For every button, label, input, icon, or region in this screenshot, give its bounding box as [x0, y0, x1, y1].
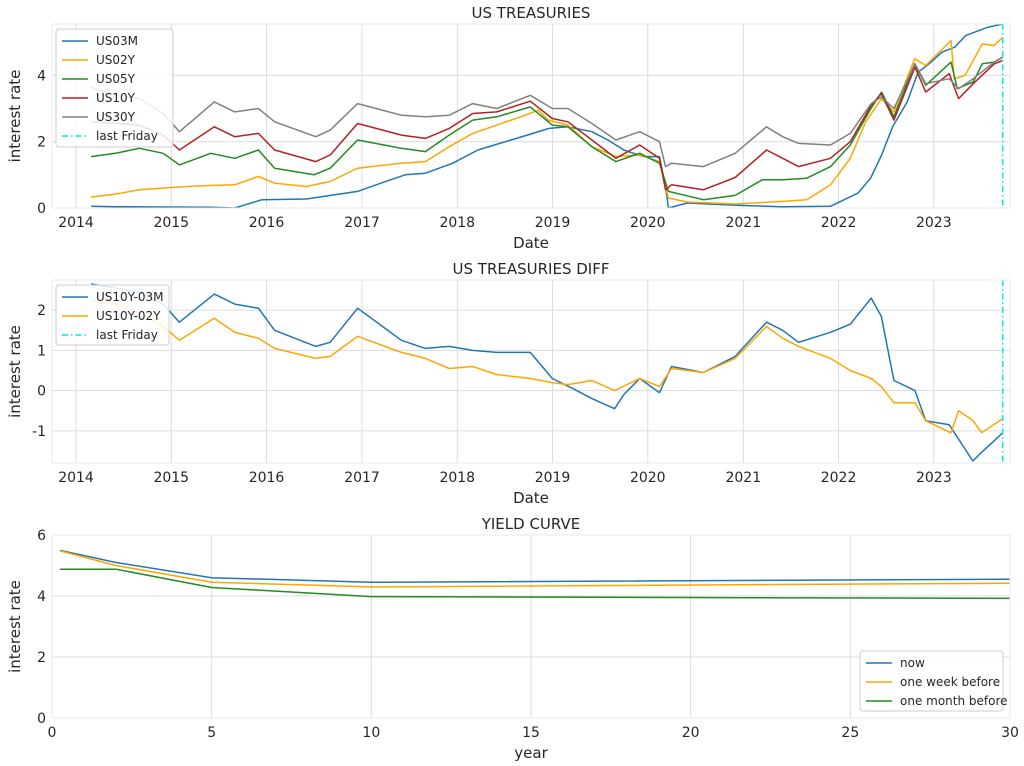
- x-tick-label: 2017: [344, 215, 380, 231]
- plot-area: [90, 24, 1004, 208]
- legend-label-us10y-03m: US10Y-03M: [96, 290, 164, 304]
- series-line-one-month-before: [60, 568, 1010, 600]
- x-tick-label: 2015: [153, 470, 189, 486]
- x-tick-label: 2020: [630, 470, 666, 486]
- series-line-us10y-02y: [90, 299, 1004, 434]
- series-line-us30y: [90, 56, 1004, 168]
- chart-title: US TREASURIES: [472, 4, 591, 22]
- x-tick-label: 2023: [916, 215, 952, 231]
- legend-label-one-week-before: one week before: [900, 675, 1000, 689]
- x-tick-label: 2014: [58, 215, 94, 231]
- y-tick-label: 2: [37, 303, 46, 319]
- legend-box: [859, 650, 1004, 712]
- y-tick-label: 0: [37, 201, 46, 217]
- x-tick-label: 2021: [725, 215, 761, 231]
- y-tick-label: 1: [37, 343, 46, 359]
- legend: US03M US02Y US05Y US10Y US30Y last Friday: [55, 28, 174, 148]
- legend-label-last-friday: last Friday: [96, 129, 158, 143]
- axes-frame: [51, 23, 1011, 209]
- x-tick-label: 2016: [249, 215, 285, 231]
- chart-us-treasuries-diff: 2014 2015 2016 2017 2018 2019 2020 2021 2022 2023…: [6, 260, 1011, 507]
- x-tick-label: 2023: [916, 470, 952, 486]
- x-tick-label: 2017: [344, 470, 380, 486]
- x-tick-label: 2022: [821, 470, 857, 486]
- x-tick-label: 2015: [153, 215, 189, 231]
- legend-label-one-month-before: one month before: [900, 694, 1008, 708]
- x-tick-label: 2021: [725, 470, 761, 486]
- y-axis-label: interest rate: [6, 325, 24, 418]
- legend-label-us03m: US03M: [96, 34, 138, 48]
- plot-area: [90, 280, 1004, 463]
- chart-us-treasuries: 2014 2015 2016 2017 2018 2019 2020 2021 2022 2023…: [6, 4, 1011, 252]
- legend-label-last-friday: last Friday: [96, 328, 158, 342]
- x-tick-label: 10: [362, 725, 380, 741]
- legend-label-us10y: US10Y: [96, 91, 136, 105]
- y-tick-label: 2: [37, 650, 46, 666]
- chart-yield-curve: 0 5 10 15 20 25 30 0 2 4 6 YIELD CURVE year interest …: [6, 515, 1019, 762]
- y-tick-label: -1: [32, 424, 46, 440]
- legend-label-us05y: US05Y: [96, 72, 136, 86]
- y-tick-label: 6: [37, 528, 46, 544]
- y-tick-label: 4: [37, 68, 46, 84]
- chart-title: YIELD CURVE: [481, 515, 581, 533]
- x-axis-label: year: [514, 744, 548, 762]
- x-tick-label: 2022: [821, 215, 857, 231]
- series-line-us10y-03m: [90, 283, 1004, 462]
- x-tick-label: 15: [522, 725, 540, 741]
- axes-frame: [51, 279, 1011, 464]
- x-tick-label: 2018: [439, 470, 475, 486]
- x-tick-label: 2014: [58, 470, 94, 486]
- y-tick-label: 0: [37, 711, 46, 727]
- y-tick-label: 2: [37, 135, 46, 151]
- legend-box: [55, 284, 170, 346]
- legend-label-us30y: US30Y: [96, 110, 136, 124]
- axes-frame: [51, 534, 1011, 719]
- y-tick-label: 4: [37, 589, 46, 605]
- plot-area: [59, 549, 1010, 600]
- x-tick-label: 25: [841, 725, 859, 741]
- legend-label-now: now: [900, 656, 925, 670]
- x-tick-label: 5: [207, 725, 216, 741]
- series-line-us10y: [91, 59, 1003, 191]
- legend: now one week before one month before: [859, 650, 1008, 712]
- x-tick-label: 30: [1001, 725, 1019, 741]
- x-tick-label: 2020: [630, 215, 666, 231]
- x-tick-label: 2016: [249, 470, 285, 486]
- y-axis-label: interest rate: [6, 580, 24, 673]
- series-line-us03m: [91, 24, 1003, 208]
- legend: US10Y-03M US10Y-02Y last Friday: [55, 284, 170, 346]
- chart-title: US TREASURIES DIFF: [453, 260, 610, 278]
- x-tick-label: 20: [682, 725, 700, 741]
- y-axis-label: interest rate: [6, 70, 24, 163]
- legend-label-us10y-02y: US10Y-02Y: [96, 309, 161, 323]
- legend-label-us02y: US02Y: [96, 53, 136, 67]
- series-line-now: [59, 549, 1010, 584]
- x-tick-label: 2018: [439, 215, 475, 231]
- x-tick-label: 0: [48, 725, 57, 741]
- series-line-one-week-before: [59, 550, 1010, 588]
- x-axis-label: Date: [513, 234, 549, 252]
- x-axis-label: Date: [513, 489, 549, 507]
- x-tick-label: 2019: [535, 215, 571, 231]
- y-tick-label: 0: [37, 384, 46, 400]
- x-tick-label: 2019: [535, 470, 571, 486]
